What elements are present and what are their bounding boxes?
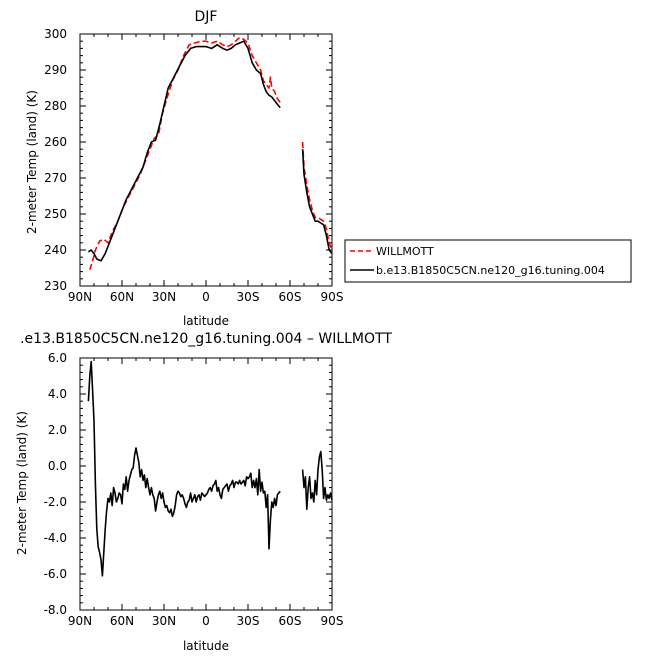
y-tick-label: 250 [44,207,67,221]
chart-title-bottom: .e13.B1850C5CN.ne120_g16.tuning.004 – WI… [20,331,392,347]
plot-frame-bottom [79,357,333,611]
y-tick-label: 0.0 [48,459,67,473]
x-tick-label: 90S [321,290,344,304]
plot-frame-top [79,33,333,287]
y-tick-label: -6.0 [44,567,67,581]
y-tick-label: -4.0 [44,531,67,545]
x-tick-label: 0 [202,290,210,304]
series-line-top-1-1 [301,149,333,255]
y-tick-label: 6.0 [48,351,67,365]
y-tick-label: -8.0 [44,603,67,617]
x-tick-label: 30S [237,614,260,628]
x-tick-label: 90N [68,290,92,304]
y-tick-label: 280 [44,99,67,113]
x-tick-label: 60S [279,290,302,304]
legend-entry-model: b.e13.B1850C5CN.ne120_g16.tuning.004 [376,264,605,277]
y-tick-label: 240 [44,243,67,257]
series-line-top-0-1 [301,141,333,251]
series-line-top-1-0 [87,40,281,262]
y-axis-label-bottom: 2-meter Temp (land) (K) [15,411,29,555]
y-tick-label: 4.0 [48,387,67,401]
x-tick-label: 60N [110,614,134,628]
y-tick-label: 270 [44,171,67,185]
panel-bottom: 90N 60N 30N 0 30S 60S 90S -8.0 -6.0 -4.0 -2.0 0.0 2.… [44,351,344,628]
y-tick-label: 290 [44,63,67,77]
x-tick-label: 30N [152,614,176,628]
x-tick-label: 0 [202,614,210,628]
x-tick-label: 60S [279,614,302,628]
y-tick-label: 260 [44,135,67,149]
y-axis-label-top: 2-meter Temp (land) (K) [25,90,39,234]
x-tick-label: 30N [152,290,176,304]
panel-top: 90N 60N 30N 0 30S 60S 90S 230 240 250 270 260 280 290… [44,27,343,304]
legend-box [344,239,632,283]
x-axis-label-bottom: latitude [183,639,229,653]
series-line-bottom-0-0 [87,360,281,577]
x-tick-label: 90S [321,614,344,628]
y-tick-label: 230 [44,279,67,293]
y-tick-label: 300 [44,27,67,41]
chart-title-top: DJF [195,9,218,25]
y-tick-label: 2.0 [48,423,67,437]
x-axis-label-top: latitude [183,314,229,328]
series-line-bottom-0-1 [301,450,333,510]
x-tick-label: 30S [237,290,260,304]
series-line-top-0-0 [89,36,281,271]
legend: WILLMOTT b.e13.B1850C5CN.ne120_g16.tunin… [344,239,632,283]
x-tick-label: 90N [68,614,92,628]
x-tick-label: 60N [110,290,134,304]
y-tick-label: -2.0 [44,495,67,509]
legend-entry-willmott: WILLMOTT [376,245,434,258]
